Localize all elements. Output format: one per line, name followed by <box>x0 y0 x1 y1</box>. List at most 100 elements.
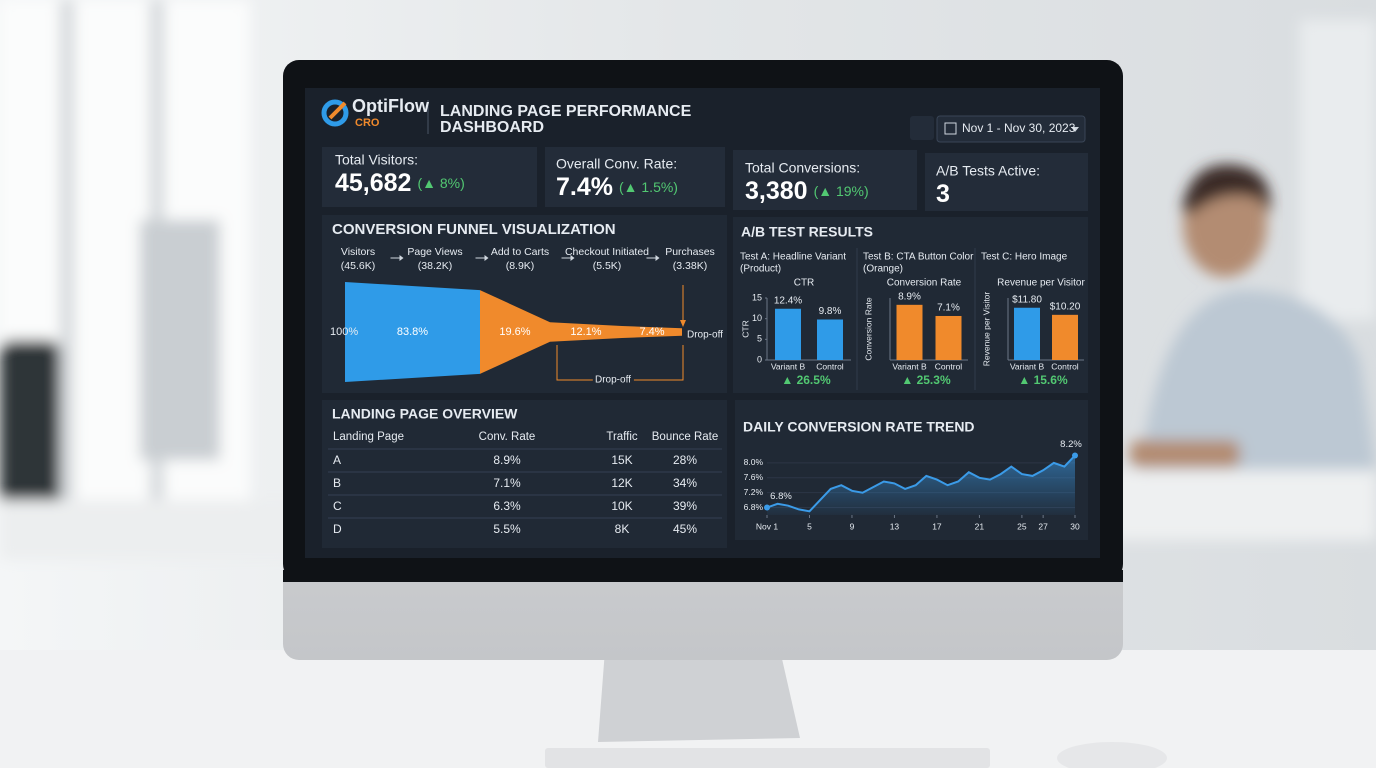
table-cell: C <box>333 499 342 513</box>
trend-panel <box>735 400 1088 540</box>
brand-suffix: CRO <box>355 117 380 129</box>
point-label: 6.8% <box>770 491 792 502</box>
table-cell: B <box>333 476 341 490</box>
logo-icon <box>321 99 349 127</box>
x-tick-label: Control <box>816 361 844 371</box>
kpi-delta: (▲ 8%) <box>417 175 464 191</box>
back-desk <box>0 500 300 560</box>
bar <box>1014 307 1040 360</box>
funnel-value-label: 19.6% <box>499 326 530 338</box>
person-arm <box>1130 440 1240 468</box>
table-cell: 12K <box>611 476 632 490</box>
stage-label: Visitors <box>341 246 375 258</box>
panel-title: CONVERSION FUNNEL VISUALIZATION <box>332 221 616 238</box>
x-tick-label: 9 <box>850 521 855 531</box>
background-blur <box>0 0 1376 560</box>
y-tick-label: 7.6% <box>744 472 764 482</box>
table-cell: 39% <box>673 499 697 513</box>
test-title: Test A: Headline Variant <box>740 252 846 263</box>
kpi-delta: (▲ 19%) <box>814 183 869 199</box>
date-picker[interactable] <box>936 115 1086 143</box>
funnel-segment <box>550 322 622 342</box>
x-tick-label: Control <box>935 361 963 371</box>
kpi-value-line: 3 <box>936 180 950 208</box>
trend-line <box>766 454 1076 513</box>
table-cell: 45% <box>673 522 697 536</box>
x-tick-label: Variant B <box>771 361 806 371</box>
funnel-segment <box>622 325 682 339</box>
drop-off-arrow <box>680 320 686 327</box>
stage-label: Purchases <box>665 246 715 258</box>
page-title: LANDING PAGE PERFORMANCE <box>440 103 692 120</box>
stage-label: Checkout Initiated <box>565 246 649 258</box>
lift-label: ▲ 15.6% <box>1018 373 1068 387</box>
lift-label: ▲ 25.3% <box>901 373 951 387</box>
kpi-delta: (▲ 1.5%) <box>619 179 678 195</box>
flow-arrow <box>399 255 404 261</box>
x-tick-label: 21 <box>975 521 985 531</box>
flow-arrow <box>484 255 489 261</box>
y-tick-label: 0 <box>757 354 762 364</box>
bar-value-label: 8.9% <box>898 291 921 302</box>
y-tick-label: 15 <box>752 292 762 302</box>
kpi-value-line: 7.4% (▲ 1.5%) <box>556 173 678 201</box>
y-tick-label: 10 <box>752 313 762 323</box>
column-header: Traffic <box>606 431 638 443</box>
table-cell: 8K <box>615 522 630 536</box>
x-tick-label: 17 <box>932 521 942 531</box>
date-range: Nov 1 - Nov 30, 2023 <box>962 121 1076 135</box>
kpi-value: 3 <box>936 180 950 208</box>
test-title: Test C: Hero Image <box>981 252 1068 263</box>
person-body <box>1140 290 1376 470</box>
x-tick-label: 25 <box>1017 521 1027 531</box>
stage-count: (45.6K) <box>341 260 375 272</box>
kpi-label: Overall Conv. Rate: <box>556 156 677 172</box>
stage-count: (38.2K) <box>418 260 452 272</box>
kpi-label: Total Visitors: <box>335 152 418 168</box>
y-tick-label: 6.8% <box>744 502 764 512</box>
table-cell: 28% <box>673 453 697 467</box>
mouse <box>1057 742 1167 768</box>
y-axis-label: Conversion Rate <box>863 297 873 361</box>
bar <box>935 315 962 360</box>
x-tick-label: Variant B <box>892 361 927 371</box>
kpi-value: 3,380 <box>745 177 808 205</box>
kpi-value-line: 45,682 (▲ 8%) <box>335 169 465 197</box>
test-title: Test B: CTA Button Color <box>863 252 974 263</box>
trend-point <box>764 504 770 511</box>
column-header: Landing Page <box>333 431 404 443</box>
x-tick-label: 5 <box>807 521 812 531</box>
y-tick-label: 7.2% <box>744 487 764 497</box>
monitor-bezel <box>283 570 1123 582</box>
bar <box>1052 314 1078 360</box>
monitor-stand <box>598 650 800 742</box>
kpi-label: A/B Tests Active: <box>936 163 1040 179</box>
y-axis-label: CTR <box>740 320 750 337</box>
bar <box>896 304 923 360</box>
logo-icon <box>328 101 347 120</box>
table-cell: 5.5% <box>493 522 521 536</box>
stage-label: Page Views <box>407 246 462 258</box>
column-header: Bounce Rate <box>652 431 719 443</box>
settings-button[interactable] <box>910 116 934 140</box>
table-cell: 6.3% <box>493 499 521 513</box>
metric-title: Revenue per Visitor <box>997 278 1085 289</box>
table-cell: 7.1% <box>493 476 521 490</box>
stage-label: Add to Carts <box>491 246 549 258</box>
dropdown-arrow <box>1071 127 1079 132</box>
y-axis-label: Revenue per Visitor <box>981 292 991 367</box>
stage-count: (5.5K) <box>593 260 622 272</box>
x-tick-label: Nov 1 <box>756 521 778 531</box>
kpi-card <box>925 153 1088 211</box>
x-tick-label: 30 <box>1070 521 1080 531</box>
panel-title: DAILY CONVERSION RATE TREND <box>743 419 975 435</box>
kpi-card <box>733 150 917 210</box>
drop-off-label: Drop-off <box>595 375 631 386</box>
brand: OptiFlow <box>352 96 430 116</box>
kpi-label: Total Conversions: <box>745 160 860 176</box>
test-title: (Product) <box>740 264 781 275</box>
bar <box>775 308 801 360</box>
funnel-value-label: 83.8% <box>397 326 428 338</box>
test-title: (Orange) <box>863 264 903 275</box>
